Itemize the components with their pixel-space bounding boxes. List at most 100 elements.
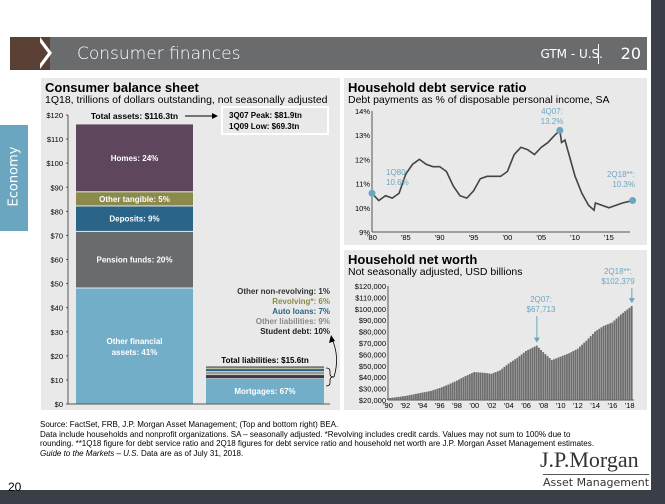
net-worth-bar bbox=[617, 316, 620, 400]
annotation-label: 4Q07: bbox=[541, 107, 563, 116]
arrow-head-icon bbox=[533, 337, 540, 343]
x-tick-label: '80 bbox=[367, 233, 377, 242]
liability-segment bbox=[206, 371, 324, 375]
y-tick-label: $60,000 bbox=[359, 350, 386, 359]
net-worth-bar bbox=[449, 383, 452, 400]
y-tick-label: $40,000 bbox=[359, 373, 386, 382]
net-worth-bar bbox=[607, 324, 609, 400]
net-worth-bar bbox=[581, 344, 583, 400]
net-worth-bar bbox=[505, 365, 508, 400]
y-tick-label: $90 bbox=[50, 183, 63, 192]
total-liabilities-label: Total liabilities: $15.6tn bbox=[221, 356, 309, 365]
chart-subtitle: 1Q18, trillions of dollars outstanding, … bbox=[45, 94, 328, 106]
header-bar bbox=[10, 37, 647, 70]
annotation-marker bbox=[368, 189, 376, 197]
x-tick-label: '90 bbox=[435, 233, 445, 242]
chart-title: Household debt service ratio bbox=[348, 80, 527, 95]
y-tick-label: $110,000 bbox=[355, 293, 386, 302]
asset-segment bbox=[76, 206, 193, 231]
net-worth-bar bbox=[438, 388, 441, 400]
y-tick-label: $100 bbox=[46, 159, 63, 168]
debt-service-line bbox=[371, 128, 633, 212]
net-worth-bar bbox=[550, 360, 553, 400]
net-worth-bar bbox=[624, 311, 627, 400]
net-worth-bar bbox=[591, 333, 594, 400]
x-tick-label: '96 bbox=[435, 401, 445, 410]
y-tick-label: 9% bbox=[359, 228, 370, 237]
annotation-marker bbox=[629, 197, 637, 205]
net-worth-bar bbox=[406, 395, 409, 400]
annotation-label: 1Q80: bbox=[386, 168, 408, 177]
total-assets-label: Total assets: $116.3tn bbox=[91, 111, 178, 121]
net-worth-bar bbox=[414, 393, 417, 400]
net-worth-bar bbox=[600, 327, 603, 400]
peak-label: 3Q07 Peak: $81.9tn bbox=[229, 111, 302, 120]
net-worth-bar bbox=[421, 392, 424, 400]
net-worth-bar bbox=[410, 394, 413, 400]
y-tick-label: $80 bbox=[50, 207, 63, 216]
net-worth-bar bbox=[520, 354, 523, 400]
footnotes: Source: FactSet, FRB, J.P. Morgan Asset … bbox=[40, 420, 600, 458]
y-tick-label: $30,000 bbox=[359, 385, 386, 394]
net-worth-bar bbox=[458, 379, 460, 400]
y-tick-label: $30 bbox=[50, 328, 63, 337]
asset-label: Other financial bbox=[106, 337, 162, 346]
chart-subtitle: Debt payments as % of disposable persona… bbox=[348, 94, 610, 106]
x-tick-label: '00 bbox=[502, 233, 512, 242]
net-worth-bar bbox=[391, 397, 394, 400]
x-tick-label: '10 bbox=[556, 401, 566, 410]
x-tick-label: '90 bbox=[383, 401, 393, 410]
x-tick-label: '10 bbox=[570, 233, 580, 242]
divider bbox=[598, 44, 599, 64]
asset-segment bbox=[76, 288, 193, 404]
liability-legend-item: Auto loans: 7% bbox=[272, 307, 330, 316]
net-worth-bar bbox=[594, 331, 596, 400]
net-worth-bar bbox=[430, 390, 432, 400]
net-worth-bar bbox=[423, 392, 426, 400]
asset-segment bbox=[76, 192, 193, 206]
y-tick-label: $120,000 bbox=[355, 282, 386, 291]
y-tick-label: $50,000 bbox=[359, 362, 386, 371]
y-tick-label: 14% bbox=[355, 107, 370, 116]
annotation-value: 13.2% bbox=[541, 117, 564, 126]
net-worth-bar bbox=[462, 377, 465, 400]
net-worth-bar bbox=[395, 397, 398, 400]
net-worth-bar bbox=[417, 393, 419, 400]
net-worth-bar bbox=[587, 338, 590, 400]
x-tick-label: '04 bbox=[504, 401, 514, 410]
as-of-note: Guide to the Markets – U.S. Data are as … bbox=[40, 449, 600, 459]
chart-subtitle: Not seasonally adjusted, USD billions bbox=[348, 266, 523, 278]
x-tick-label: '16 bbox=[608, 401, 618, 410]
x-tick-label: '14 bbox=[590, 401, 600, 410]
x-tick-label: '18 bbox=[625, 401, 635, 410]
net-worth-bar bbox=[533, 346, 536, 400]
arrow-head-icon bbox=[628, 298, 635, 304]
y-tick-label: $60 bbox=[50, 256, 63, 265]
net-worth-bar bbox=[445, 385, 448, 400]
asset-label: Other tangible: 5% bbox=[99, 195, 170, 204]
x-tick-label: '05 bbox=[536, 233, 546, 242]
chart-title: Consumer balance sheet bbox=[45, 80, 199, 95]
net-worth-bar bbox=[570, 352, 573, 400]
asset-label: Deposits: 9% bbox=[109, 215, 159, 224]
callout-box bbox=[221, 106, 329, 135]
annotation-value: 10.6% bbox=[386, 178, 409, 187]
y-tick-label: $120 bbox=[46, 111, 63, 120]
liability-label: Mortgages: 67% bbox=[234, 387, 295, 396]
y-tick-label: 13% bbox=[355, 131, 370, 140]
guide-title: Guide to the Markets – U.S. bbox=[40, 448, 139, 458]
net-worth-bar bbox=[455, 380, 458, 400]
net-worth-bar bbox=[443, 386, 445, 400]
net-worth-bar bbox=[516, 357, 519, 400]
net-worth-bar bbox=[622, 312, 624, 400]
x-tick-label: '00 bbox=[469, 401, 479, 410]
net-worth-bar bbox=[537, 347, 540, 400]
net-worth-bar bbox=[574, 349, 577, 400]
y-tick-label: $20,000 bbox=[359, 396, 386, 405]
annotation-value: 10.3% bbox=[612, 180, 635, 189]
net-worth-bar bbox=[628, 307, 631, 400]
section-tab-economy[interactable]: Economy bbox=[0, 125, 28, 231]
net-worth-bar bbox=[436, 388, 439, 400]
net-worth-bar bbox=[492, 372, 495, 400]
